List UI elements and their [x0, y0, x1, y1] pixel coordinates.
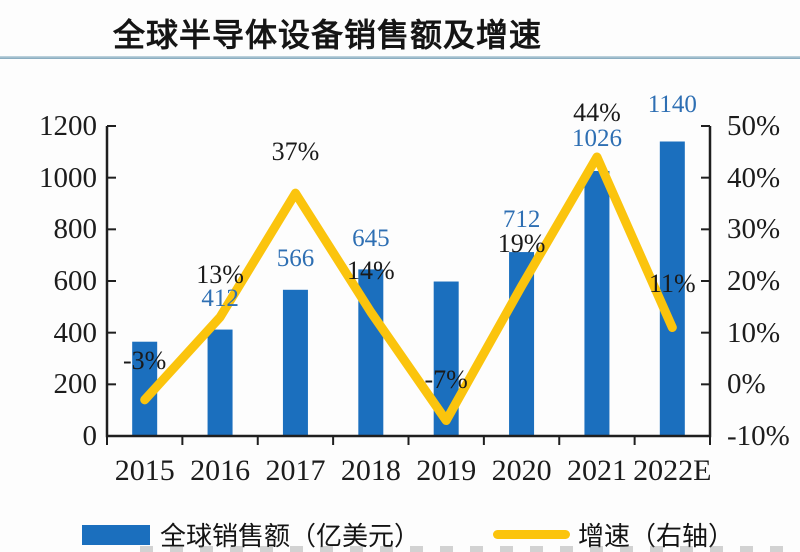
line-legend-swatch	[493, 530, 570, 539]
y-axis-tick-label-200: 200	[53, 368, 98, 401]
x-axis-label-2015: 2015	[114, 454, 175, 487]
right-axis-tick-label-0%: 0%	[727, 368, 766, 401]
y-axis-tick-label-1000: 1000	[39, 161, 97, 194]
photo-crop-artifact	[140, 546, 790, 552]
x-axis-label-2021: 2021	[566, 454, 627, 487]
right-axis-tick-label-20%: 20%	[727, 265, 781, 297]
y-axis-tick-label-400: 400	[53, 316, 98, 349]
bar-value-label-2021: 1026	[571, 125, 622, 152]
bar-2017	[282, 289, 308, 436]
x-axis-label-2018: 2018	[340, 454, 401, 487]
x-axis-label-2019: 2019	[416, 454, 477, 487]
bar-2016	[207, 329, 233, 436]
legend-item-growth: 增速（右轴）	[493, 516, 734, 552]
bar-value-label-2018: 645	[352, 225, 390, 252]
legend-label-sales: 全球销售额（亿美元）	[160, 521, 421, 551]
legend-label-growth: 增速（右轴）	[578, 521, 735, 551]
x-axis-label-2022E: 2022E	[633, 454, 712, 487]
legend-item-sales: 全球销售额（亿美元）	[82, 516, 420, 552]
growth-value-label-2020: 19%	[497, 229, 546, 258]
y-axis-tick-label-600: 600	[53, 265, 98, 297]
right-axis-tick-label-30%: 30%	[727, 213, 781, 246]
page-title: 全球半导体设备销售额及增速	[113, 17, 543, 53]
right-axis-tick-label-10%: 10%	[727, 316, 781, 349]
title-underline	[0, 56, 800, 59]
y-axis-tick-label-0: 0	[82, 420, 98, 452]
y-axis-tick-label-1200: 1200	[39, 110, 97, 142]
x-axis-label-2020: 2020	[491, 454, 552, 487]
bar-2022E	[659, 141, 685, 436]
x-axis-label-2017: 2017	[265, 454, 326, 487]
y-axis-tick-label-800: 800	[53, 213, 98, 246]
right-axis-tick-label-40%: 40%	[727, 161, 781, 194]
growth-value-label-2018: 14%	[346, 256, 395, 285]
x-axis-label-2016: 2016	[190, 454, 251, 487]
bar-value-label-2016: 412	[201, 285, 239, 312]
bar-value-label-2020: 712	[502, 206, 541, 233]
bar-legend-swatch	[82, 524, 150, 545]
growth-line	[140, 152, 677, 425]
growth-value-label-2021: 44%	[573, 98, 621, 127]
right-axis-tick-label--10%: -10%	[727, 420, 790, 452]
growth-value-label-2019: -7%	[424, 365, 468, 394]
bar-2021	[584, 170, 610, 436]
growth-value-label-2022E: 11%	[648, 269, 696, 298]
growth-value-label-2017: 37%	[271, 137, 320, 166]
right-axis-tick-label-50%: 50%	[727, 110, 781, 142]
growth-value-label-2015: -3%	[123, 346, 167, 375]
bar-value-label-2017: 566	[276, 245, 315, 272]
growth-value-label-2016: 13%	[196, 260, 244, 289]
bar-value-label-2022E: 1140	[647, 91, 697, 118]
